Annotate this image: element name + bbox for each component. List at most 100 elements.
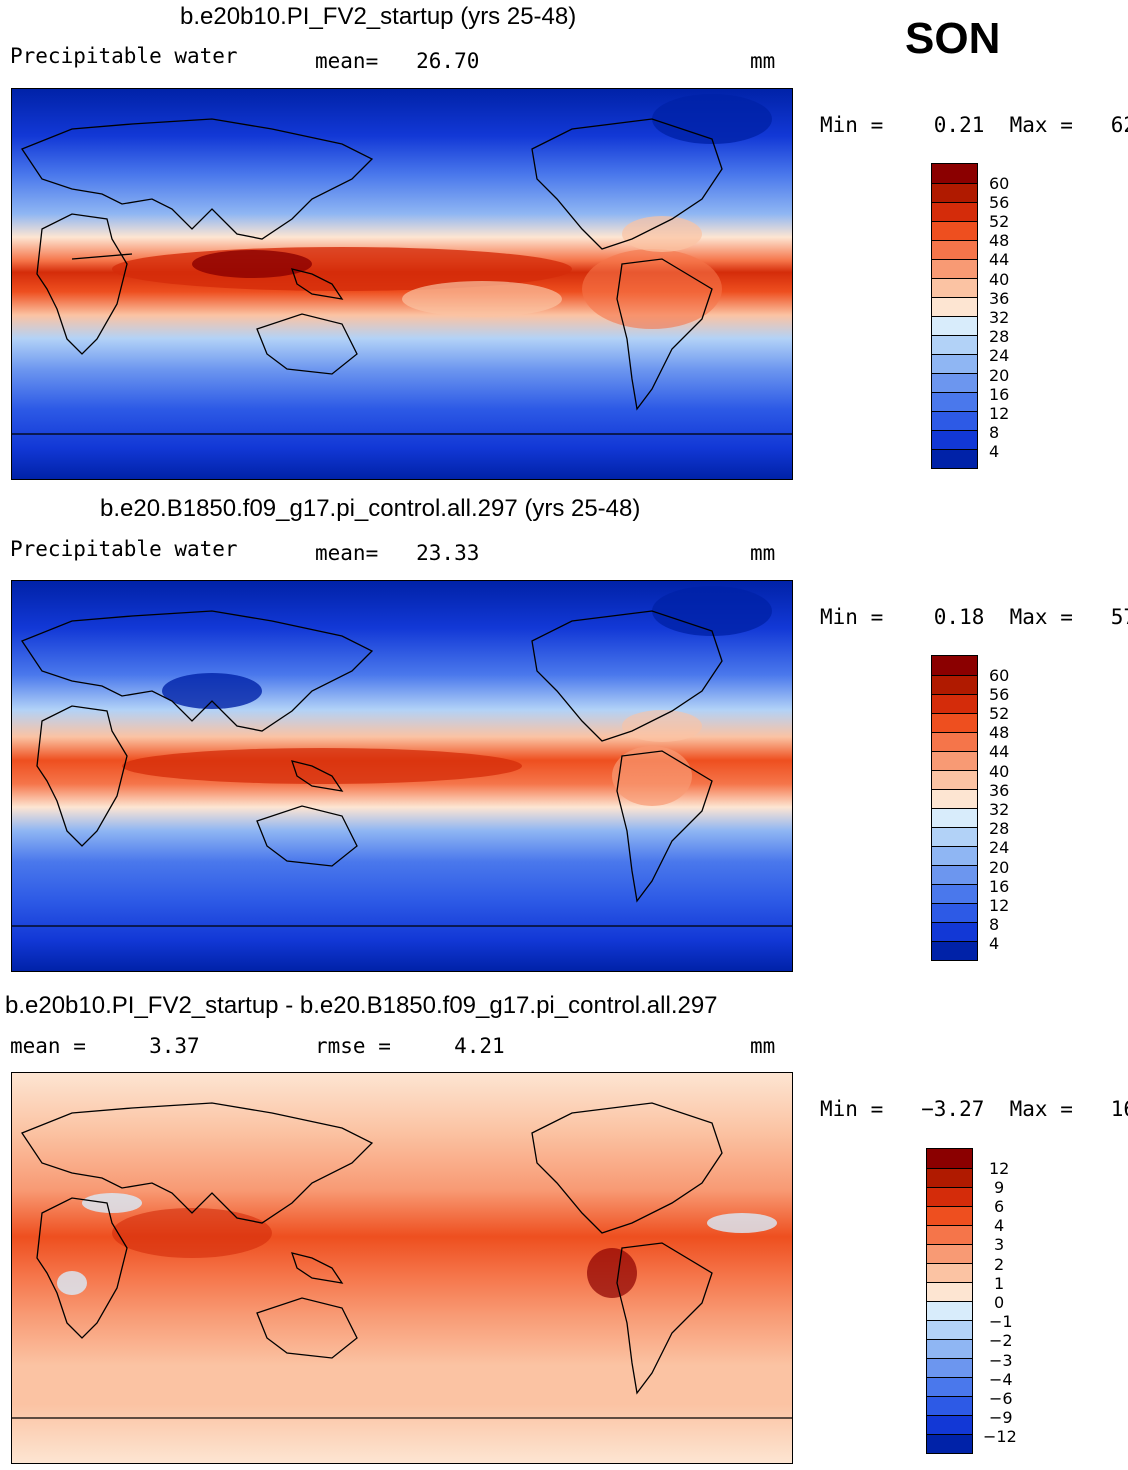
panel-2-map	[11, 580, 793, 972]
panel-3-colorbar-tick: 6	[994, 1197, 1005, 1216]
panel-2-colorbar-swatch	[932, 751, 977, 770]
panel-1-colorbar-swatch	[932, 297, 977, 316]
panel-1-colorbar-tick: 16	[989, 385, 1010, 404]
panel-3-colorbar-swatch	[927, 1339, 972, 1358]
panel-3-units: mm	[750, 1034, 776, 1058]
panel-2-colorbar-swatch	[932, 770, 977, 789]
panel-3-colorbar-swatch	[927, 1187, 972, 1206]
panel-3-rmse-label: rmse = 4.21	[315, 1034, 505, 1058]
panel-2-colorbar-swatch	[932, 903, 977, 922]
panel-3-colorbar-tick: −4	[989, 1370, 1013, 1389]
panel-2-colorbar-tick: 32	[989, 800, 1010, 819]
panel-2-colorbar-swatch	[932, 827, 977, 846]
panel-2-colorbar-swatch	[932, 808, 977, 827]
panel-3-colorbar	[926, 1148, 973, 1454]
panel-1-minmax: Min = 0.21 Max = 62.45	[820, 113, 1128, 137]
panel-3-colorbar-tick: 4	[994, 1216, 1005, 1235]
panel-2-colorbar-tick: 44	[989, 742, 1010, 761]
panel-1-colorbar	[931, 163, 978, 469]
panel-1-colorbar-swatch	[932, 259, 977, 278]
panel-1-colorbar-tick: 60	[989, 174, 1010, 193]
panel-1-colorbar-swatch	[932, 240, 977, 259]
panel-2-colorbar-tick: 24	[989, 838, 1010, 857]
panel-3-colorbar-swatch	[927, 1244, 972, 1263]
panel-1-colorbar-swatch	[932, 430, 977, 449]
panel-2-map-svg	[12, 581, 792, 971]
panel-3-colorbar-swatch	[927, 1396, 972, 1415]
panel-1-colorbar-swatch	[932, 449, 977, 468]
panel-1-map-svg	[12, 89, 792, 479]
panel-2-colorbar	[931, 655, 978, 961]
panel-3-colorbar-tick: 3	[994, 1235, 1005, 1254]
panel-2-colorbar-swatch	[932, 865, 977, 884]
panel-3-colorbar-tick: −1	[989, 1312, 1013, 1331]
panel-1-field-label: Precipitable water	[10, 44, 238, 68]
panel-2-colorbar-swatch	[932, 922, 977, 941]
panel-1-colorbar-swatch	[932, 373, 977, 392]
panel-3-colorbar-swatch	[927, 1358, 972, 1377]
panel-1-colorbar-swatch	[932, 335, 977, 354]
panel-3-title: b.e20b10.PI_FV2_startup - b.e20.B1850.f0…	[5, 992, 718, 1019]
season-label: SON	[905, 14, 1001, 63]
panel-2-colorbar-swatch	[932, 789, 977, 808]
panel-3-colorbar-tick: 0	[994, 1293, 1005, 1312]
panel-2-colorbar-tick: 52	[989, 704, 1010, 723]
panel-3-map-svg	[12, 1073, 792, 1463]
panel-1-colorbar-swatch	[932, 354, 977, 373]
panel-3-colorbar-swatch	[927, 1168, 972, 1187]
panel-3-colorbar-swatch	[927, 1149, 972, 1168]
panel-1-colorbar-swatch	[932, 183, 977, 202]
panel-1-colorbar-tick: 24	[989, 346, 1010, 365]
panel-2-title: b.e20.B1850.f09_g17.pi_control.all.297 (…	[100, 495, 641, 522]
panel-2-colorbar-swatch	[932, 675, 977, 694]
panel-2-colorbar-tick: 36	[989, 781, 1010, 800]
panel-3-colorbar-swatch	[927, 1282, 972, 1301]
panel-1-colorbar-tick: 28	[989, 327, 1010, 346]
panel-1-colorbar-tick: 36	[989, 289, 1010, 308]
panel-1-title: b.e20b10.PI_FV2_startup (yrs 25-48)	[180, 3, 577, 30]
panel-3-colorbar-swatch	[927, 1415, 972, 1434]
panel-3-colorbar-tick: 12	[989, 1159, 1010, 1178]
panel-2-colorbar-tick: 60	[989, 666, 1010, 685]
panel-1-colorbar-tick: 12	[989, 404, 1010, 423]
panel-2-minmax: Min = 0.18 Max = 57.31	[820, 605, 1128, 629]
panel-2-colorbar-tick: 40	[989, 762, 1010, 781]
panel-1-colorbar-tick: 44	[989, 250, 1010, 269]
panel-3-mean-label: mean = 3.37	[10, 1034, 200, 1058]
panel-3-colorbar-tick: −9	[989, 1408, 1013, 1427]
panel-2-colorbar-swatch	[932, 941, 977, 960]
panel-2-colorbar-tick: 20	[989, 858, 1010, 877]
panel-3-colorbar-tick: 9	[994, 1178, 1005, 1197]
panel-2-colorbar-swatch	[932, 656, 977, 675]
panel-1-colorbar-tick: 20	[989, 366, 1010, 385]
panel-3-colorbar-tick: −6	[989, 1389, 1013, 1408]
panel-1-colorbar-tick: 40	[989, 270, 1010, 289]
panel-1-colorbar-tick: 48	[989, 231, 1010, 250]
panel-3-colorbar-swatch	[927, 1434, 972, 1453]
panel-2-colorbar-tick: 56	[989, 685, 1010, 704]
panel-2-mean-label: mean= 23.33	[315, 541, 480, 565]
panel-1-colorbar-tick: 52	[989, 212, 1010, 231]
panel-2-colorbar-tick: 16	[989, 877, 1010, 896]
panel-1-mean-label: mean= 26.70	[315, 49, 480, 73]
panel-3-colorbar-swatch	[927, 1206, 972, 1225]
panel-2-colorbar-tick: 12	[989, 896, 1010, 915]
panel-1-units: mm	[750, 49, 776, 73]
panel-3-map	[11, 1072, 793, 1464]
panel-3-colorbar-swatch	[927, 1320, 972, 1339]
panel-3-colorbar-tick: −3	[989, 1351, 1013, 1370]
panel-1-colorbar-swatch	[932, 411, 977, 430]
panel-2-colorbar-swatch	[932, 732, 977, 751]
panel-2-colorbar-swatch	[932, 713, 977, 732]
panel-3-colorbar-tick: −2	[989, 1331, 1013, 1350]
panel-1-colorbar-swatch	[932, 278, 977, 297]
panel-1-colorbar-swatch	[932, 202, 977, 221]
panel-2-colorbar-tick: 4	[989, 934, 1000, 953]
panel-1-colorbar-tick: 32	[989, 308, 1010, 327]
panel-2-colorbar-tick: 48	[989, 723, 1010, 742]
panel-2-units: mm	[750, 541, 776, 565]
panel-2-field-label: Precipitable water	[10, 537, 238, 561]
panel-2-colorbar-swatch	[932, 846, 977, 865]
panel-1-colorbar-tick: 4	[989, 442, 1000, 461]
panel-1-colorbar-swatch	[932, 164, 977, 183]
